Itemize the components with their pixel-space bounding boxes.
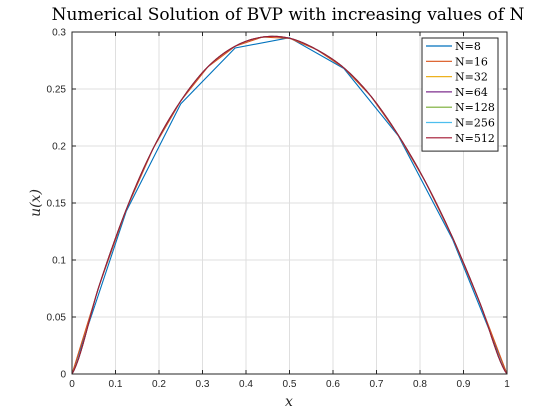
legend-box — [421, 37, 499, 152]
y-tick-label: 0.1 — [52, 256, 66, 267]
x-tick-label: 0.4 — [239, 379, 253, 390]
x-tick-label: 0.1 — [109, 379, 123, 390]
x-tick-label: 1 — [504, 379, 510, 390]
series-line-n8 — [71, 37, 508, 375]
legend-entry: N=512 — [455, 132, 495, 145]
x-tick-label: 0.3 — [196, 379, 210, 390]
x-axis-label: x — [285, 394, 293, 410]
x-tick-label: 0.5 — [283, 379, 297, 390]
y-tick-label: 0.25 — [47, 85, 67, 96]
series-layer — [71, 35, 508, 375]
x-tick-label: 0 — [69, 379, 75, 390]
y-tick-label: 0.2 — [52, 142, 66, 153]
x-tick-label: 0.8 — [413, 379, 427, 390]
legend-entry: N=64 — [455, 86, 488, 99]
ticks-layer: 0 0.1 0.2 0.3 0.4 0.5 0.6 0.7 0.8 0.9 1 0 0.05 0.1 0.1… — [47, 28, 511, 391]
legend-entry: N=16 — [455, 55, 488, 68]
x-tick-label: 0.9 — [457, 379, 471, 390]
y-tick-label: 0 — [60, 370, 66, 381]
x-tick-label: 0.7 — [370, 379, 384, 390]
chart-title: Numerical Solution of BVP with increasin… — [52, 5, 525, 25]
legend-entry: N=256 — [455, 117, 495, 130]
y-axis-label: u(x) — [28, 189, 44, 217]
legend: N=8 N=16 N=32 N=64 N=128 N=256 N=512 — [421, 37, 499, 152]
legend-entry: N=32 — [455, 71, 488, 84]
series-line-n512 — [71, 35, 508, 375]
y-tick-label: 0.15 — [47, 199, 67, 210]
legend-entry: N=8 — [455, 40, 481, 53]
y-axis-label-group: u(x) — [28, 189, 44, 217]
x-tick-label: 0.2 — [152, 379, 166, 390]
x-tick-label: 0.6 — [326, 379, 340, 390]
y-tick-label: 0.05 — [47, 313, 67, 324]
y-tick-label: 0.3 — [52, 28, 66, 39]
legend-entry: N=128 — [455, 101, 495, 114]
